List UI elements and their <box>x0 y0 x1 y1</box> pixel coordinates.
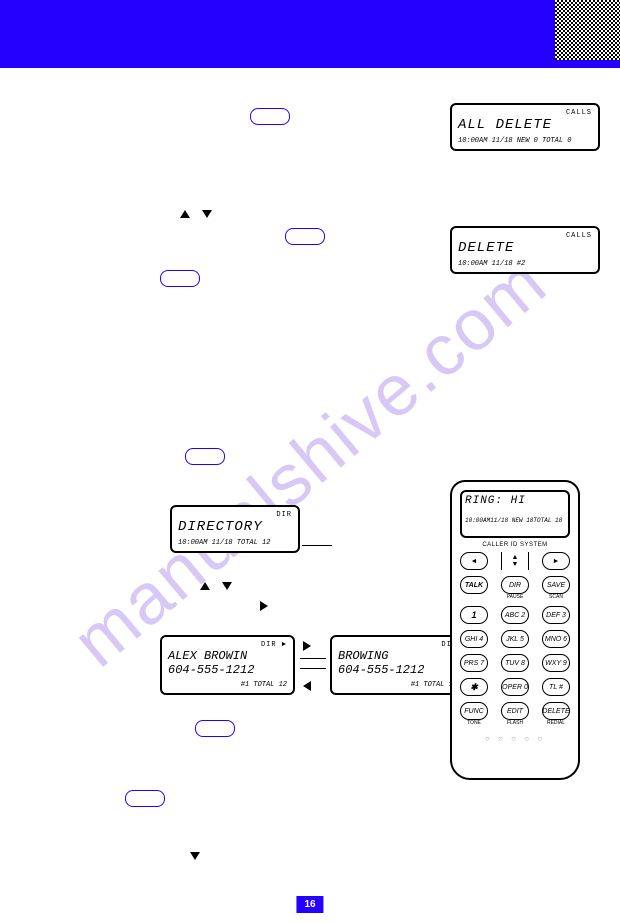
lcd-top: DIR ► <box>168 641 287 649</box>
lcd-bottom: 10:00AM 11/18 NEW 0 TOTAL 0 <box>458 137 592 145</box>
key-hash[interactable]: TL # <box>542 678 570 696</box>
lcd-bottom: #1 TOTAL 12 <box>168 681 287 689</box>
connector-line <box>302 545 332 546</box>
right-arrow-icon <box>260 600 268 612</box>
label-scan: SCAN <box>542 594 570 600</box>
key-right[interactable]: ► <box>542 552 570 570</box>
button-ref-5 <box>195 720 235 737</box>
lcd-top: DIR <box>338 641 457 649</box>
key-dir[interactable]: DIR <box>501 576 529 594</box>
label-flash: FLASH <box>501 720 529 726</box>
connector-line <box>300 658 326 659</box>
lcd-bottom: 10:00AM 11/18 #2 <box>458 260 592 268</box>
lcd-bottom: 10:00AM 11/18 TOTAL 12 <box>178 539 292 547</box>
label-redial: REDIAL <box>542 720 570 726</box>
key-talk[interactable]: TALK <box>460 576 488 594</box>
down-arrow-icon <box>190 850 200 862</box>
phone-label: CALLER ID SYSTEM <box>452 542 578 548</box>
label-tone: TONE <box>460 720 488 726</box>
key-delete[interactable]: DELETE <box>542 702 570 720</box>
key-0[interactable]: OPER 0 <box>501 678 529 696</box>
key-left[interactable]: ◄ <box>460 552 488 570</box>
key-3[interactable]: DEF 3 <box>542 606 570 624</box>
key-7[interactable]: PRS 7 <box>460 654 488 672</box>
up-arrow-icon <box>180 210 190 218</box>
key-4[interactable]: GHI 4 <box>460 630 488 648</box>
button-ref-6 <box>125 790 165 807</box>
down-arrow-icon <box>202 210 212 218</box>
key-2[interactable]: ABC 2 <box>501 606 529 624</box>
screen-line2: 10:00AM11/18 NEW 18TOTAL 18 <box>465 517 565 524</box>
lcd-delete: CALLS DELETE 10:00AM 11/18 #2 <box>450 226 600 274</box>
key-star[interactable]: ✱ <box>460 678 488 696</box>
page-content: CALLS ALL DELETE 10:00AM 11/18 NEW 0 TOT… <box>0 68 620 498</box>
lcd-line1: BROWING <box>338 649 457 663</box>
lcd-top: DIR <box>178 511 292 519</box>
key-func[interactable]: FUNC <box>460 702 488 720</box>
key-9[interactable]: WXY 9 <box>542 654 570 672</box>
key-5[interactable]: JKL 5 <box>501 630 529 648</box>
lcd-main: ALL DELETE <box>458 117 592 133</box>
keypad: ◄ ▲▼ ► TALK DIRPAUSE SAVESCAN 1 ABC 2 DE… <box>452 552 578 726</box>
lcd-main: DELETE <box>458 240 592 256</box>
key-save[interactable]: SAVE <box>542 576 570 594</box>
button-ref-2 <box>285 228 325 245</box>
button-ref-3 <box>160 270 200 287</box>
arrow-left-icon <box>303 680 311 692</box>
lcd-bottom: #1 TOTAL 12 <box>338 681 457 689</box>
phone-handset: RING: HI 10:00AM11/18 NEW 18TOTAL 18 CAL… <box>450 480 580 780</box>
label-pause: PAUSE <box>501 594 529 600</box>
lcd-alex-browin: DIR ► ALEX BROWIN 604-555-1212 #1 TOTAL … <box>160 635 295 695</box>
lcd-directory: DIR DIRECTORY 10:00AM 11/18 TOTAL 12 <box>170 505 300 553</box>
qr-code <box>555 0 620 60</box>
page-number: 16 <box>296 896 323 913</box>
lcd-all-delete: CALLS ALL DELETE 10:00AM 11/18 NEW 0 TOT… <box>450 103 600 151</box>
lcd-line2: 604-555-1212 <box>168 663 287 677</box>
key-edit[interactable]: EDIT <box>501 702 529 720</box>
key-nav[interactable]: ▲▼ <box>501 552 529 570</box>
key-8[interactable]: TUV 8 <box>501 654 529 672</box>
button-ref-4 <box>185 448 225 465</box>
lcd-browing: DIR BROWING 604-555-1212 #1 TOTAL 12 <box>330 635 465 695</box>
lcd-top: CALLS <box>458 232 592 240</box>
header-bar <box>0 0 620 68</box>
lcd-top: CALLS <box>458 109 592 117</box>
button-ref-1 <box>250 108 290 125</box>
lcd-line1: ALEX BROWIN <box>168 649 287 663</box>
nav-arrows <box>200 580 232 592</box>
down-arrow-icon <box>222 582 232 590</box>
key-1[interactable]: 1 <box>460 606 488 624</box>
connector-line <box>300 668 326 669</box>
lcd-main: DIRECTORY <box>178 519 292 535</box>
arrow-right-icon <box>303 640 311 652</box>
speaker-dots: ○ ○ ○ ○ ○ <box>452 734 578 743</box>
lcd-line2: 604-555-1212 <box>338 663 457 677</box>
key-6[interactable]: MNO 6 <box>542 630 570 648</box>
up-arrow-icon <box>200 582 210 590</box>
